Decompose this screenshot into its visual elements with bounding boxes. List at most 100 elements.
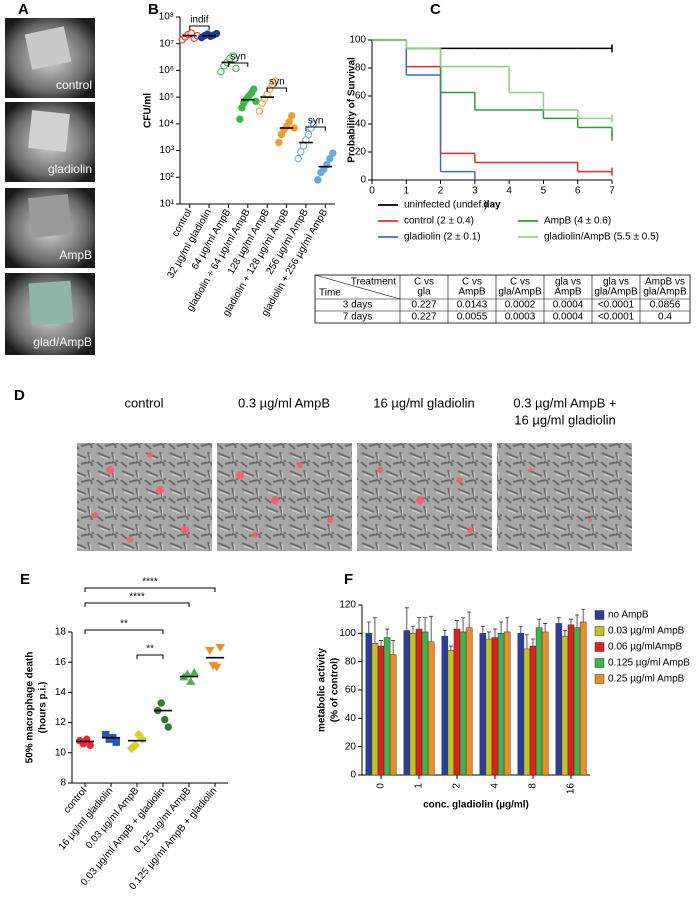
bar	[561, 635, 569, 776]
table-header: AmpB	[554, 287, 582, 298]
significance-label: **	[120, 619, 128, 630]
data-point	[236, 115, 244, 123]
table-cell: 0.0002	[505, 300, 536, 311]
legend-label: 0.03 µg/ml AmpB	[608, 626, 685, 637]
y-tick-label: 0	[360, 175, 366, 186]
y-tick-label: 10	[55, 747, 67, 758]
legend-label: 0.125 µg/ml AmpB	[608, 658, 690, 669]
bar	[529, 645, 537, 776]
data-point	[294, 154, 302, 163]
panel-label: C	[430, 1, 441, 18]
photos-a: control gladiolin AmpB glad/AmpB	[5, 18, 95, 355]
y-tick-label: 16	[55, 657, 67, 668]
photo-detail	[28, 280, 74, 326]
data-point	[255, 107, 264, 115]
significance-label: syn	[308, 116, 324, 127]
table-header: gla/AmpB	[498, 287, 542, 298]
data-point	[314, 176, 322, 184]
significance-bracket	[189, 25, 210, 30]
data-point	[229, 52, 237, 60]
y-axis-label: metabolic activity	[317, 648, 328, 732]
legend-label: gladiolin/AmpB (5.5 ± 0.5)	[544, 232, 659, 243]
data-point	[329, 149, 337, 157]
bar	[485, 638, 493, 776]
bar	[389, 654, 397, 776]
error-bar	[442, 630, 447, 637]
data-point	[271, 77, 279, 85]
data-point	[299, 142, 308, 150]
significance-label: ****	[142, 577, 158, 588]
table-diagonal	[314, 274, 401, 300]
significance-bracket	[227, 62, 249, 67]
y-tick-label: 14	[55, 687, 67, 698]
table-header: gla/AmpB	[594, 287, 638, 298]
significance-bracket	[84, 629, 164, 634]
error-bar	[423, 617, 428, 632]
legend-swatch	[594, 642, 605, 652]
table-header: C vs	[414, 277, 434, 288]
panel-label: E	[20, 571, 30, 588]
legend-label: 0.06 µg/mlAmpB	[608, 642, 682, 653]
bar	[371, 643, 379, 776]
bar	[453, 628, 461, 776]
bar	[447, 650, 455, 776]
bar	[427, 641, 435, 776]
bar	[517, 633, 525, 776]
x-tick-label: 5	[541, 186, 547, 197]
y-tick-label: 10⁸	[159, 12, 174, 23]
error-bar	[543, 623, 548, 632]
legend-swatch	[594, 658, 605, 668]
table-corner: Time	[319, 288, 341, 299]
micrograph	[217, 443, 352, 551]
bar	[365, 633, 373, 776]
data-point	[205, 647, 215, 655]
bar	[409, 633, 417, 776]
legend-label: 0.25 µg/ml AmpB	[608, 674, 685, 685]
image-title: 16 µg/ml gladiolin	[514, 412, 615, 427]
photo-label: AmpB	[59, 248, 92, 262]
table-header: C vs	[510, 277, 530, 288]
legend-label: no AmpB	[608, 610, 649, 621]
table-cell: 0.0003	[505, 312, 536, 323]
table-cell: 0.4	[658, 312, 672, 323]
error-bar	[410, 625, 415, 634]
panel-label: A	[18, 1, 29, 18]
table-cell: 7 days	[343, 312, 372, 323]
data-point	[250, 85, 258, 93]
table-cell: 0.0055	[457, 312, 488, 323]
data-point	[212, 663, 222, 672]
bar	[523, 648, 531, 776]
data-point	[304, 130, 313, 139]
bar	[503, 631, 511, 776]
significance-bracket	[84, 587, 216, 592]
error-bar	[385, 628, 390, 638]
data-point	[189, 667, 199, 676]
y-tick-label: 10³	[160, 145, 175, 156]
error-bar	[417, 617, 421, 630]
data-point	[326, 154, 334, 163]
table-corner: Treatment	[351, 277, 396, 288]
error-bar	[556, 617, 561, 624]
x-tick-label: 0	[369, 186, 375, 197]
bar	[541, 631, 549, 776]
y-tick-label: 10²	[160, 172, 175, 183]
error-bar	[537, 618, 542, 628]
x-tick-label: 16	[566, 783, 577, 795]
y-axis-label: 50% macrophage death	[25, 652, 36, 764]
table-cell: 0.0143	[457, 300, 488, 311]
bar	[535, 627, 543, 776]
bar	[491, 637, 499, 776]
table-cell: 0.227	[411, 312, 436, 323]
x-tick-label: 6	[575, 186, 581, 197]
error-bar	[448, 645, 453, 651]
y-tick-label: 20	[355, 147, 367, 158]
error-bar	[581, 608, 586, 622]
y-tick-label: 0	[350, 770, 356, 781]
bar	[459, 631, 467, 776]
error-bar	[505, 617, 510, 632]
bar	[441, 635, 449, 776]
data-point	[275, 138, 283, 147]
error-bar	[531, 638, 535, 647]
image-title: 0.3 µg/ml AmpB	[238, 395, 330, 410]
significance-label: indif	[190, 15, 209, 26]
